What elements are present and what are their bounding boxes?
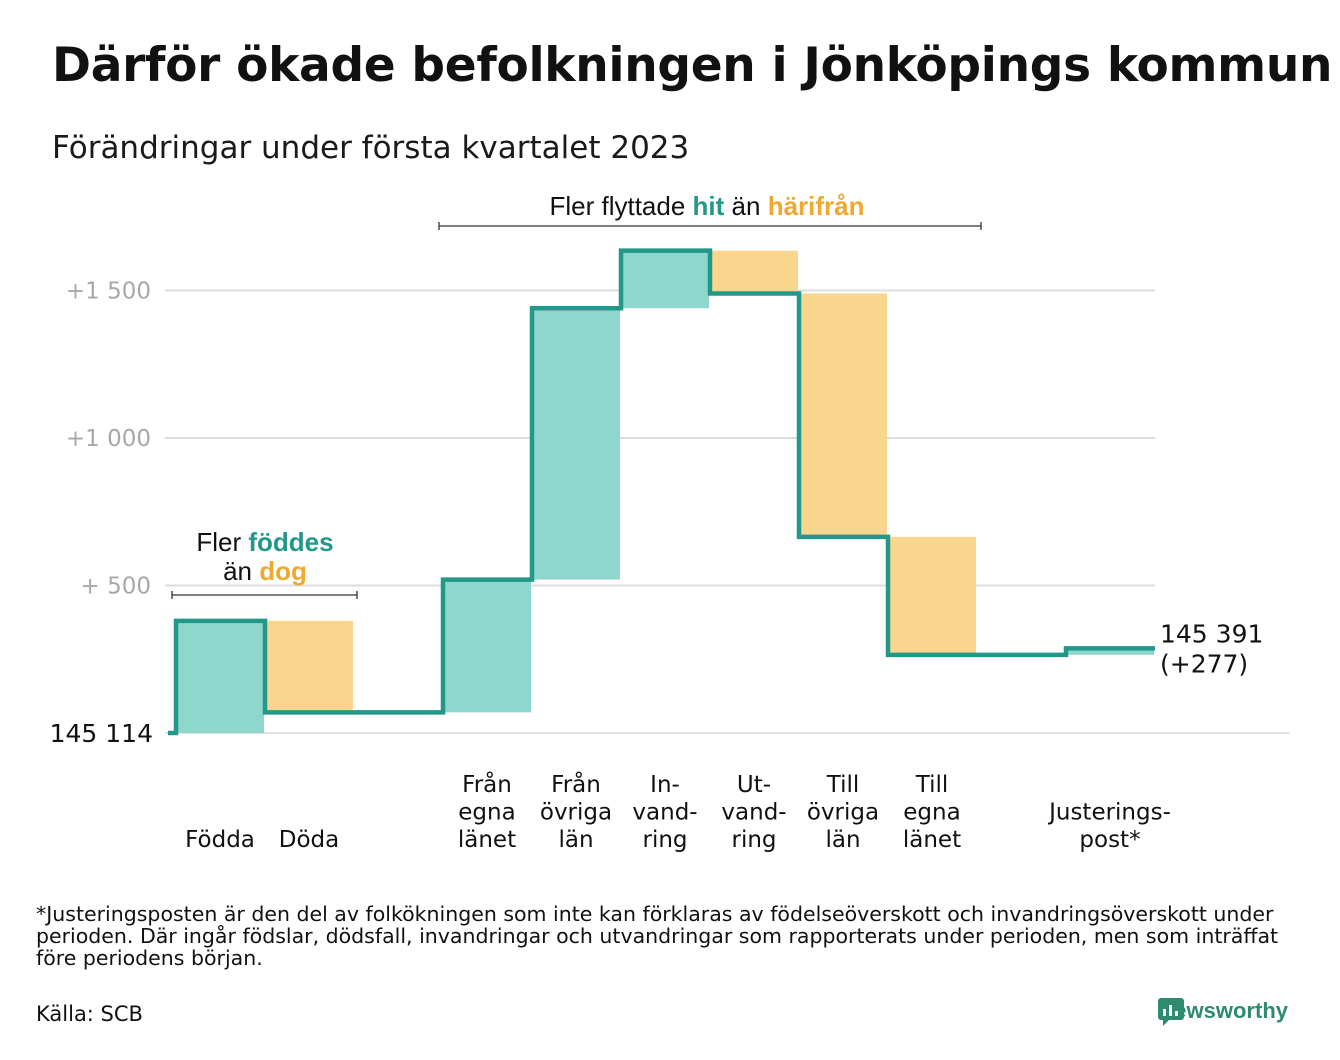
y-tick-label: + 500 bbox=[81, 574, 151, 600]
x-axis-label: Till bbox=[826, 772, 860, 798]
annotation-text: än bbox=[223, 556, 259, 586]
annotation-highlight-out: dog bbox=[259, 556, 307, 586]
x-axis-label: vand- bbox=[632, 800, 697, 826]
x-axis-label: övriga bbox=[540, 800, 612, 826]
annotation-highlight-out: härifrån bbox=[768, 191, 865, 221]
chart-title: Därför ökade befolkningen i Jönköpings k… bbox=[52, 38, 1333, 93]
bar-6 bbox=[710, 250, 798, 294]
x-axis-label: Till bbox=[915, 772, 949, 798]
migration-annotation: Fler flyttade hit än härifrån bbox=[549, 191, 864, 221]
y-tick-label: +1 000 bbox=[66, 426, 151, 452]
x-axis-label: ring bbox=[731, 827, 776, 853]
newsworthy-logo-icon bbox=[1158, 998, 1185, 1026]
x-axis-label: Från bbox=[551, 770, 601, 798]
x-axis-label: post* bbox=[1079, 827, 1140, 853]
births-annotation-line1: Fler föddes bbox=[196, 527, 333, 557]
x-axis-label: län bbox=[825, 827, 860, 853]
bar-3 bbox=[443, 579, 531, 713]
annotation-highlight-in: föddes bbox=[248, 527, 333, 557]
bar-7 bbox=[799, 293, 887, 537]
bar-4 bbox=[532, 308, 620, 580]
annotation-text: Fler bbox=[196, 527, 248, 557]
migration-bracket bbox=[438, 222, 982, 230]
footnote: *Justeringsposten är den del av folkökni… bbox=[36, 902, 1279, 970]
source-label: Källa: SCB bbox=[36, 1002, 143, 1026]
x-axis-label: övriga bbox=[807, 800, 879, 826]
annotation-highlight-in: hit bbox=[693, 191, 725, 221]
waterfall-chart: +1 500 +1 000 + 500 145 114 145 391(+277) Föd… bbox=[50, 191, 1290, 853]
end-change-label: (+277) bbox=[1160, 649, 1248, 678]
start-value-label: 145 114 bbox=[50, 719, 153, 748]
births-bracket bbox=[171, 591, 358, 599]
x-axis-label: Justerings- bbox=[1047, 800, 1171, 826]
brand-logo: Newsworthy bbox=[1158, 998, 1288, 1026]
chart-subtitle: Förändringar under första kvartalet 2023 bbox=[52, 130, 690, 166]
x-axis-label: Från bbox=[462, 770, 512, 798]
x-axis-label: In- bbox=[650, 772, 680, 798]
x-axis-label: vand- bbox=[721, 800, 786, 826]
x-axis-label: län bbox=[558, 827, 593, 853]
x-axis-label: Ut- bbox=[737, 772, 771, 798]
end-value-label: 145 391 bbox=[1160, 619, 1263, 648]
x-axis-label: ring bbox=[642, 827, 687, 853]
x-axis-label: Födda bbox=[185, 827, 255, 853]
x-axis-label: egna bbox=[458, 800, 515, 826]
births-annotation-line2: än dog bbox=[223, 556, 307, 586]
bar-1 bbox=[176, 620, 264, 733]
bar-9 bbox=[1066, 648, 1154, 655]
y-tick-label: +1 500 bbox=[66, 279, 151, 305]
running-total-line bbox=[168, 248, 1155, 736]
x-axis-label: Döda bbox=[279, 827, 339, 853]
bar-8 bbox=[888, 536, 976, 655]
bar-2 bbox=[265, 620, 353, 713]
annotation-text: Fler flyttade bbox=[549, 191, 692, 221]
x-axis-label: egna bbox=[903, 800, 960, 826]
x-axis-label: länet bbox=[458, 827, 516, 853]
bar-5 bbox=[621, 250, 709, 309]
x-axis-label: länet bbox=[903, 827, 961, 853]
annotation-text: än bbox=[724, 191, 767, 221]
